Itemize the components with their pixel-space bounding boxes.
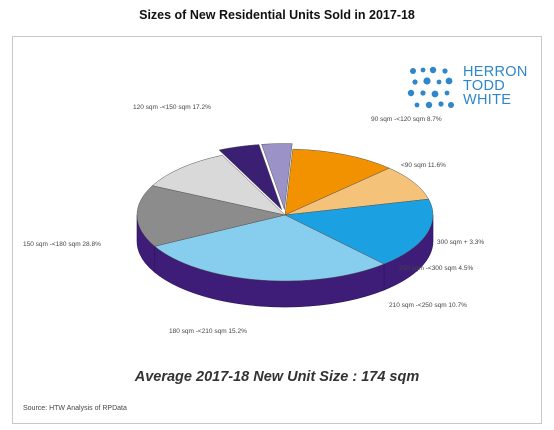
- pie-slice-5: [136, 185, 286, 247]
- pie-slice-7: [218, 144, 283, 210]
- average-unit-size: Average 2017-18 New Unit Size : 174 sqm: [134, 369, 420, 385]
- logo-line-1: HERRON: [463, 64, 528, 80]
- source-note: Source: HTW Analysis of RPData: [23, 405, 127, 412]
- pie-slice-6: [151, 154, 286, 216]
- pie-chart: <90 sqm 11.6% 90 sqm -<120 sqm 8.7% 120 sq…: [23, 104, 484, 335]
- pie-slice-3: [284, 198, 434, 265]
- pie-slice-1: [284, 148, 390, 216]
- dot-grid-logo-icon: [407, 66, 454, 109]
- slice-label-6: 210 sqm -<250 sqm 10.7%: [389, 302, 467, 309]
- slice-label-8: 300 sqm + 3.3%: [437, 239, 484, 246]
- company-logo: HERRON TODD WHITE: [405, 65, 531, 117]
- slice-label-7: 250 sqm -<300 sqm 4.5%: [399, 265, 473, 272]
- pie-slice-8: [261, 143, 293, 210]
- slice-label-3: 120 sqm -<150 sqm 17.2%: [133, 104, 211, 111]
- logo-wordmark: HERRON TODD WHITE: [463, 64, 528, 108]
- logo-line-3: WHITE: [463, 92, 512, 108]
- slice-label-5: 180 sqm -<210 sqm 15.2%: [169, 328, 247, 335]
- chart-frame: <90 sqm 11.6% 90 sqm -<120 sqm 8.7% 120 sq…: [12, 36, 542, 424]
- pie-slice-4: [154, 214, 385, 282]
- logo-line-2: TODD: [463, 78, 506, 94]
- chart-title: Sizes of New Residential Units Sold in 2…: [139, 8, 415, 22]
- slice-label-4: 150 sqm -<180 sqm 28.8%: [23, 241, 101, 248]
- slice-label-2: 90 sqm -<120 sqm 8.7%: [371, 116, 442, 123]
- slice-label-1: <90 sqm 11.6%: [401, 162, 446, 169]
